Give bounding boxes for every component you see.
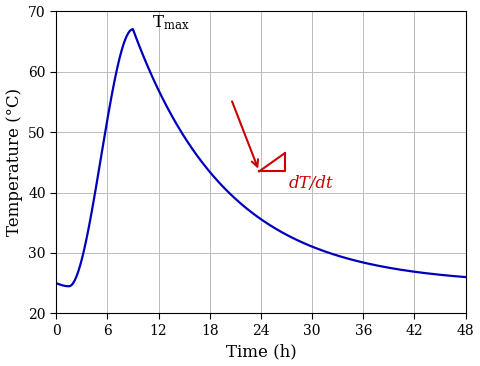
Text: dT/dt: dT/dt — [288, 175, 333, 192]
Text: $\mathregular{T_{max}}$: $\mathregular{T_{max}}$ — [152, 14, 189, 32]
X-axis label: Time (h): Time (h) — [226, 343, 296, 361]
Y-axis label: Temperature (°C): Temperature (°C) — [6, 88, 23, 236]
